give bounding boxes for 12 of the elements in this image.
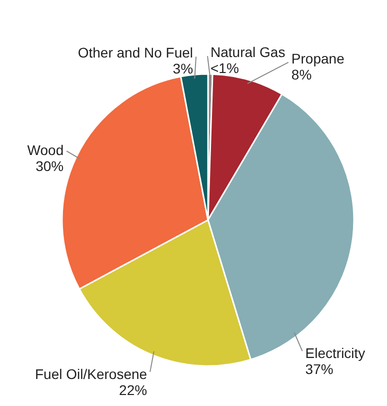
slice-label: Electricity [305,345,366,362]
data-label: 37% [305,361,334,378]
slice-label: Natural Gas [210,44,286,60]
data-label: 30% [36,158,64,174]
slice-label: Other and No Fuel [78,44,194,61]
data-label: <1% [210,60,239,76]
data-label: 22% [119,382,148,398]
slice-label: Wood [27,142,64,158]
slice-label: Fuel Oil/Kerosene [34,366,148,382]
data-label: 8% [291,66,312,82]
slice-label: Propane [291,50,345,66]
data-label: 3% [172,60,194,77]
